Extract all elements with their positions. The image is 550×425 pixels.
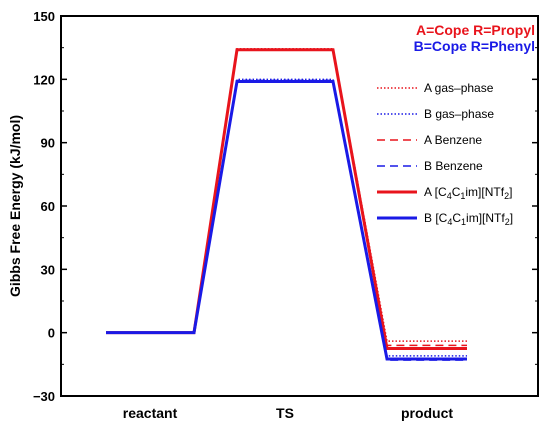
y-tick-label: 150 [33, 9, 55, 24]
x-category-label: product [401, 405, 453, 421]
x-axis-labels: reactant TS product [123, 405, 454, 421]
legend-title-block: A=Cope R=Propyl B=Cope R=Phenyl [414, 22, 535, 54]
plot-frame [60, 15, 539, 397]
legend-label: A Benzene [424, 133, 482, 147]
y-axis-label: Gibbs Free Energy (kJ/mol) [7, 115, 23, 297]
legend-label: B Benzene [424, 159, 483, 173]
y-tick-label: 60 [41, 199, 55, 214]
legend-label: A [C4C1im][NTf2] [424, 185, 512, 201]
legend-label: B gas–phase [424, 107, 494, 121]
y-tick-label: −30 [33, 389, 55, 404]
y-tick-label: 30 [41, 262, 55, 277]
series-layer [106, 47, 467, 361]
series-line [106, 48, 467, 350]
legend: A gas–phase B gas–phase A Benzene B Benzene… [377, 81, 513, 227]
legend-label: B [C4C1im][NTf2] [424, 211, 513, 227]
series-line [106, 49, 467, 347]
y-tick-label: 120 [33, 72, 55, 87]
series-line [106, 79, 467, 361]
x-category-label: reactant [123, 405, 178, 421]
series-line [106, 79, 467, 361]
y-tick-label: 0 [48, 326, 55, 341]
y-tick-label: 90 [41, 136, 55, 151]
legend-label: A gas–phase [424, 81, 494, 95]
series-line [106, 47, 467, 342]
legend-title-b: B=Cope R=Phenyl [414, 38, 535, 54]
series-line [106, 78, 467, 357]
y-axis-ticks: −30 0 30 60 90 120 150 [33, 9, 538, 404]
legend-title-a: A=Cope R=Propyl [416, 22, 535, 38]
x-category-label: TS [276, 405, 294, 421]
